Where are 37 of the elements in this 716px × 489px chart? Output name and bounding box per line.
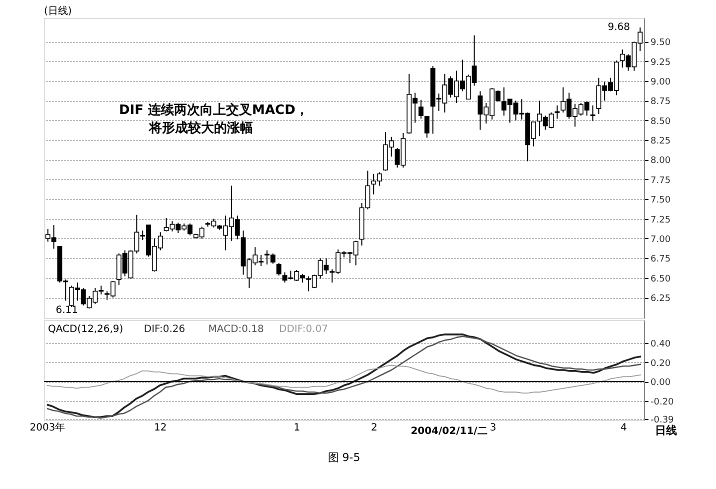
x-tick-label: 2: [371, 422, 378, 434]
x-tick-label: 12: [154, 422, 167, 434]
y-tick-label: 0.00: [650, 378, 671, 388]
x-tick-label: 4: [620, 422, 627, 434]
y-tick-label: 6.75: [650, 254, 671, 265]
x-tick-label: 1: [294, 422, 300, 434]
annotation: DIF 连续两次向上交叉MACD，: [119, 102, 308, 118]
y-tick-label: 8.75: [650, 97, 671, 108]
caption: 图 9-5: [328, 451, 360, 464]
text: 2004/02/11/二: [410, 426, 488, 437]
y-tick-label: 9.00: [650, 77, 671, 88]
chart-title: (日线): [44, 5, 72, 17]
y-tick-label: 8.50: [650, 116, 671, 127]
y-tick-label: 8.00: [650, 156, 671, 166]
y-tick-label: -0.20: [650, 397, 674, 408]
y-tick-label: 7.75: [650, 176, 671, 186]
text: MACD:0.18: [208, 324, 264, 335]
y-tick-label: 7.25: [650, 215, 671, 226]
annotation: 6.11: [56, 305, 78, 316]
annotation: 9.68: [608, 22, 630, 33]
x-tick-label: 3: [490, 422, 496, 434]
x-tick-label: 2003年: [30, 422, 66, 434]
y-tick-label: 0.20: [650, 358, 671, 369]
y-tick-label: 0.40: [650, 340, 671, 350]
y-tick-label: -0.39: [650, 416, 674, 426]
y-tick-label: 7.50: [650, 196, 671, 206]
annotation: 将形成较大的涨幅: [148, 120, 253, 136]
y-tick-label: 6.50: [650, 274, 671, 284]
y-tick-label: 9.50: [650, 38, 671, 48]
y-tick-label: 7.00: [650, 234, 671, 245]
text: DIF:0.26: [144, 324, 186, 335]
text: 日线: [655, 424, 677, 437]
y-tick-label: 6.25: [650, 294, 671, 304]
y-tick-label: 8.25: [650, 136, 671, 147]
text: DDIF:0.07: [279, 324, 328, 335]
y-tick-label: 9.25: [650, 58, 671, 68]
legend-title: QACD(12,26,9): [48, 324, 124, 335]
